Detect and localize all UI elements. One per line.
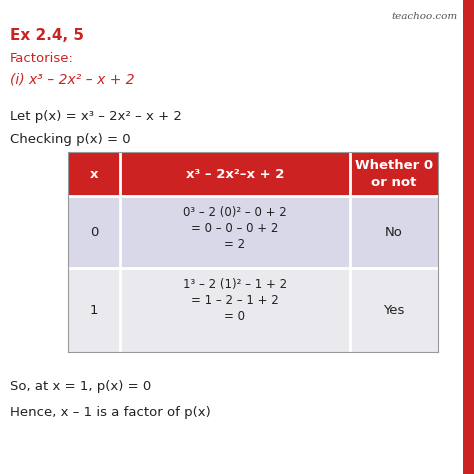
- Text: Let p(x) = x³ – 2x² – x + 2: Let p(x) = x³ – 2x² – x + 2: [10, 110, 182, 123]
- Text: Hence, x – 1 is a factor of p(x): Hence, x – 1 is a factor of p(x): [10, 406, 211, 419]
- Text: x³ – 2x²–x + 2: x³ – 2x²–x + 2: [186, 167, 284, 181]
- Text: = 0: = 0: [225, 310, 246, 323]
- Text: Yes: Yes: [383, 303, 405, 317]
- Text: Ex 2.4, 5: Ex 2.4, 5: [10, 28, 84, 43]
- Bar: [68, 196, 438, 268]
- Text: 0: 0: [90, 226, 98, 238]
- Text: = 1 – 2 – 1 + 2: = 1 – 2 – 1 + 2: [191, 294, 279, 307]
- Text: No: No: [385, 226, 403, 238]
- Text: Whether 0
or not: Whether 0 or not: [355, 159, 433, 189]
- Bar: [68, 152, 438, 196]
- Text: 1: 1: [90, 303, 98, 317]
- Text: 1³ – 2 (1)² – 1 + 2: 1³ – 2 (1)² – 1 + 2: [183, 278, 287, 291]
- Bar: [68, 268, 438, 352]
- Text: 0³ – 2 (0)² – 0 + 2: 0³ – 2 (0)² – 0 + 2: [183, 206, 287, 219]
- Text: = 0 – 0 – 0 + 2: = 0 – 0 – 0 + 2: [191, 222, 279, 235]
- Bar: [463, 0, 474, 474]
- Text: = 2: = 2: [224, 238, 246, 251]
- Text: teachoo.com: teachoo.com: [392, 12, 458, 21]
- Text: So, at x = 1, p(x) = 0: So, at x = 1, p(x) = 0: [10, 380, 151, 393]
- Text: Factorise:: Factorise:: [10, 52, 74, 65]
- Text: Checking p(x) = 0: Checking p(x) = 0: [10, 133, 131, 146]
- Text: (i) x³ – 2x² – x + 2: (i) x³ – 2x² – x + 2: [10, 72, 135, 86]
- Text: x: x: [90, 167, 98, 181]
